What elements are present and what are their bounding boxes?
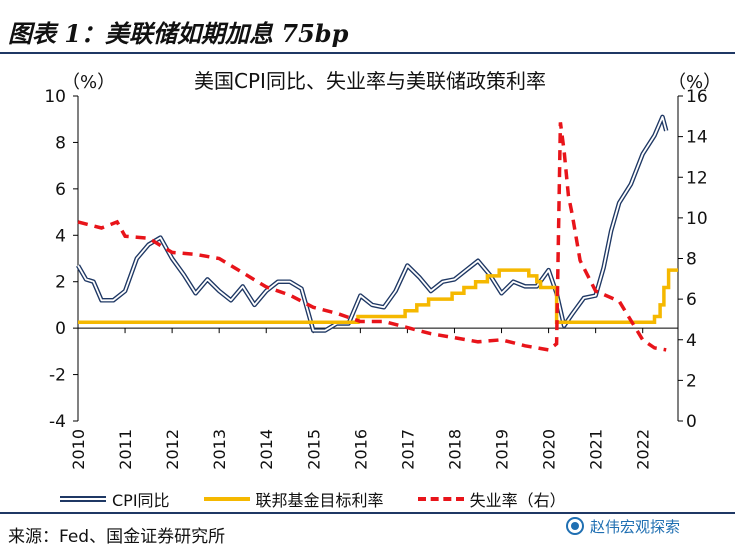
legend-swatch-fed-funds	[203, 497, 250, 501]
left-unit-label: （%）	[62, 72, 115, 93]
legend-label-cpi: CPI同比	[112, 491, 170, 510]
right-tick-label: 8	[686, 250, 697, 270]
source-note: 来源：Fed、国金证券研究所	[8, 527, 226, 547]
chart-axes: 10 8 6 4 2 0 -2 -4 16 14 12 10 8 6 4 2 0 2010 2011 2012 2013…	[44, 87, 707, 470]
right-tick-label: 4	[686, 331, 697, 351]
right-tick-label: 12	[686, 168, 708, 188]
legend-item-unemployment: 失业率（右）	[417, 487, 566, 511]
left-tick-label: 6	[55, 180, 66, 200]
right-tick-label: 10	[686, 209, 708, 229]
x-tick-label: 2020	[540, 429, 559, 470]
x-tick-label: 2013	[210, 429, 229, 470]
legend-label-unemployment: 失业率（右）	[469, 491, 566, 510]
unemployment-rate-line	[77, 122, 667, 352]
right-unit-label: （%）	[668, 72, 721, 93]
left-tick-label: -4	[49, 412, 66, 432]
legend-item-cpi: CPI同比	[60, 487, 170, 511]
left-tick-label: -2	[49, 366, 66, 386]
left-tick-label: 10	[44, 87, 66, 107]
x-tick-label: 2011	[116, 429, 135, 470]
x-tick-label: 2022	[634, 429, 653, 470]
wechat-icon	[566, 517, 584, 535]
left-tick-label: 4	[55, 226, 66, 246]
x-tick-label: 2021	[587, 429, 606, 470]
right-tick-label: 0	[686, 412, 697, 432]
chart-series	[76, 114, 678, 352]
legend-item-fed-funds: 联邦基金目标利率	[203, 487, 384, 511]
fed-funds-rate-line	[78, 268, 678, 325]
x-tick-label: 2012	[163, 429, 182, 470]
figure-title: 图表 1：美联储如期加息 75bp	[8, 19, 349, 48]
right-tick-label: 2	[686, 371, 697, 391]
chart: （%） 美国CPI同比、失业率与美联储政策利率 （%） 1086420-2-41…	[44, 69, 721, 470]
chart-legend: CPI同比 联邦基金目标利率 失业率（右）	[60, 487, 600, 511]
x-tick-label: 2016	[351, 429, 370, 470]
x-tick-label: 2017	[398, 429, 417, 470]
cpi-line-inner	[77, 116, 668, 332]
x-tick-label: 2018	[445, 429, 464, 470]
left-tick-label: 0	[55, 319, 66, 339]
x-tick-label: 2014	[257, 429, 276, 470]
title-divider	[0, 52, 735, 54]
x-tick-label: 2019	[493, 429, 512, 470]
right-tick-label: 6	[686, 290, 697, 310]
watermark-label: 赵伟宏观探索	[590, 517, 681, 536]
x-tick-label: 2015	[304, 429, 323, 470]
right-tick-label: 16	[686, 87, 708, 107]
left-tick-label: 2	[55, 273, 66, 293]
left-tick-label: 8	[55, 133, 66, 153]
legend-label-fed-funds: 联邦基金目标利率	[255, 491, 384, 510]
right-tick-label: 14	[686, 128, 708, 148]
x-tick-label: 2010	[69, 429, 88, 470]
chart-title: 美国CPI同比、失业率与美联储政策利率	[194, 69, 546, 93]
cpi-line-outer	[76, 114, 669, 333]
legend-swatch-unemployment	[417, 497, 464, 501]
legend-swatch-cpi	[60, 496, 106, 502]
footer-divider	[0, 512, 735, 514]
watermark: 赵伟宏观探索	[566, 515, 731, 537]
